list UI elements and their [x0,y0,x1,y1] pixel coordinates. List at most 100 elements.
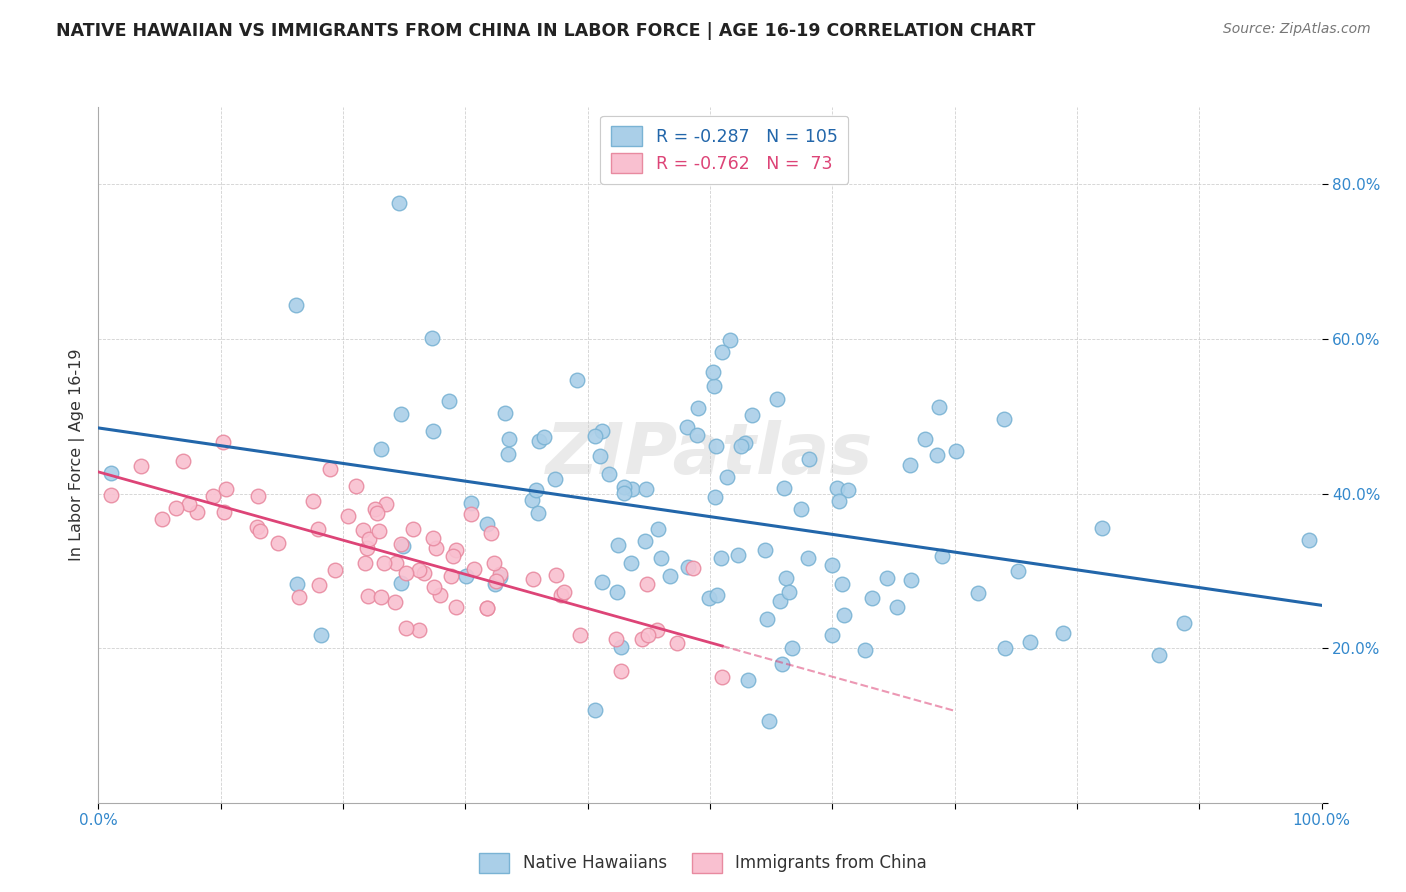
Point [697,591,720,606]
Point [356,541,378,556]
Point [730,439,752,453]
Point [307,522,329,536]
Point [589,450,612,464]
Point [385,556,408,570]
Point [928,400,950,414]
Point [319,462,342,476]
Point [591,424,613,438]
Point [353,556,375,570]
Point [429,588,451,602]
Point [496,448,519,462]
Point [676,420,699,434]
Point [212,434,235,449]
Point [389,407,412,421]
Point [359,532,381,546]
Point [370,591,392,605]
Point [598,467,620,481]
Point [766,392,789,406]
Point [308,577,330,591]
Point [177,497,200,511]
Point [647,522,669,536]
Point [718,333,741,347]
Point [770,657,793,671]
Point [900,573,922,587]
Point [666,636,689,650]
Point [898,458,921,472]
Legend: Native Hawaiians, Immigrants from China: Native Hawaiians, Immigrants from China [472,847,934,880]
Point [212,505,235,519]
Point [444,599,467,614]
Point [375,497,398,511]
Point [797,551,820,566]
Point [605,632,627,646]
Point [702,378,724,392]
Point [790,502,813,516]
Point [637,628,659,642]
Point [482,556,505,570]
Point [754,543,776,558]
Point [544,472,567,486]
Point [550,589,572,603]
Point [620,556,643,570]
Point [828,494,851,508]
Point [389,576,412,591]
Point [778,584,800,599]
Point [165,500,187,515]
Point [129,458,152,473]
Point [477,600,499,615]
Point [527,434,550,448]
Point [249,524,271,538]
Point [682,561,704,575]
Point [686,401,709,416]
Point [853,643,876,657]
Point [494,406,516,420]
Point [737,673,759,687]
Point [650,550,672,565]
Point [384,594,406,608]
Point [636,577,658,591]
Point [323,563,346,577]
Point [352,523,374,537]
Point [1147,648,1170,662]
Point [454,569,477,583]
Point [606,585,628,599]
Point [356,590,378,604]
Point [489,567,512,582]
Point [925,448,948,462]
Point [309,628,332,642]
Point [569,628,592,642]
Point [481,526,503,541]
Point [706,439,728,453]
Legend: R = -0.287   N = 105, R = -0.762   N =  73: R = -0.287 N = 105, R = -0.762 N = 73 [600,116,848,184]
Point [498,432,520,446]
Point [389,537,412,551]
Text: ZIPatlas: ZIPatlas [547,420,873,490]
Point [488,570,510,584]
Point [402,522,425,536]
Point [775,571,797,585]
Point [1007,564,1029,578]
Point [420,331,443,345]
Point [583,703,606,717]
Point [440,569,463,583]
Point [522,492,544,507]
Point [758,714,780,728]
Point [460,508,482,522]
Point [202,489,225,503]
Point [613,486,636,500]
Point [522,572,544,586]
Point [395,566,418,580]
Point [583,429,606,443]
Point [172,454,194,468]
Y-axis label: In Labor Force | Age 16-19: In Labor Force | Age 16-19 [69,349,84,561]
Point [702,365,724,379]
Point [441,549,464,563]
Point [876,571,898,585]
Point [412,566,434,580]
Point [613,480,636,494]
Point [630,632,652,646]
Point [475,601,498,615]
Point [1091,521,1114,535]
Point [706,588,728,602]
Point [634,482,657,496]
